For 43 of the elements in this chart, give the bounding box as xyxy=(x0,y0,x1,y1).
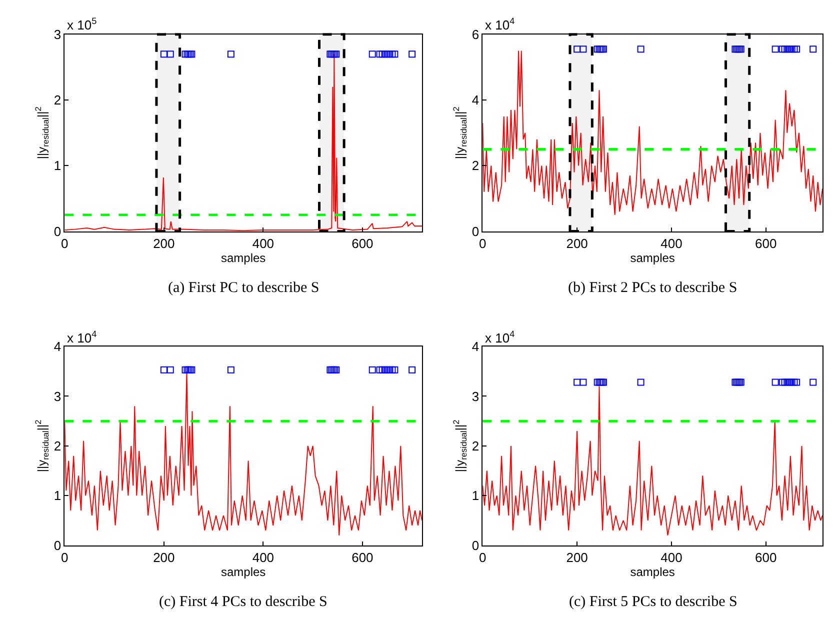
x-tick-label: 600 xyxy=(755,236,777,251)
y-tick-label: 2 xyxy=(472,158,480,174)
text: x 10$^{5}$ xyxy=(67,16,97,32)
y-tick-label: 0 xyxy=(472,538,480,553)
x-tick-label: 400 xyxy=(660,550,682,565)
x-axis-title: samples xyxy=(220,564,266,579)
x-tick-label: 200 xyxy=(566,550,588,565)
text: x 10$^{4}$ xyxy=(485,16,515,32)
y-tick-label: 2 xyxy=(472,438,480,454)
y-tick-label: 3 xyxy=(54,388,62,404)
text: (c) First 5 PCs to describe S xyxy=(569,594,738,610)
y-tick-label: 0 xyxy=(472,224,480,239)
line-series xyxy=(482,50,823,216)
y-tick-label: 6 xyxy=(472,26,480,42)
y-tick-label: 0 xyxy=(54,538,62,553)
y-tick-label: 1 xyxy=(54,488,62,504)
y-tick-label: 3 xyxy=(54,26,62,42)
y-tick-label: 4 xyxy=(54,339,62,354)
x-tick-label: 200 xyxy=(153,236,175,251)
x-tick-label: 400 xyxy=(252,236,274,251)
text: (c) First 4 PCs to describe S xyxy=(159,594,328,610)
y-tick-label: 2 xyxy=(54,92,62,108)
x-tick-label: 400 xyxy=(252,550,274,565)
y-tick-label: 0 xyxy=(54,224,62,239)
x-tick-label: 200 xyxy=(566,236,588,251)
y-tick-label: 2 xyxy=(54,438,62,454)
x-axis-title: samples xyxy=(630,564,675,579)
x-axis-title: samples xyxy=(630,250,675,265)
text: x 10$^{4}$ xyxy=(67,329,97,346)
x-tick-label: 200 xyxy=(153,550,175,565)
x-tick-label: 600 xyxy=(352,550,374,565)
text: (b) First 2 PCs to describe S xyxy=(568,280,738,296)
y-tick-label: 1 xyxy=(54,158,62,174)
y-tick-label: 1 xyxy=(472,488,480,504)
y-tick-label: 4 xyxy=(472,92,480,108)
x-tick-label: 600 xyxy=(352,236,374,251)
x-tick-label: 400 xyxy=(660,236,682,251)
text: (a) First PC to describe S xyxy=(168,280,320,296)
y-tick-label: 3 xyxy=(472,388,480,404)
text: x 10$^{4}$ xyxy=(485,329,515,346)
y-tick-label: 4 xyxy=(472,339,480,354)
x-axis-title: samples xyxy=(220,250,266,265)
x-tick-label: 600 xyxy=(755,550,777,565)
